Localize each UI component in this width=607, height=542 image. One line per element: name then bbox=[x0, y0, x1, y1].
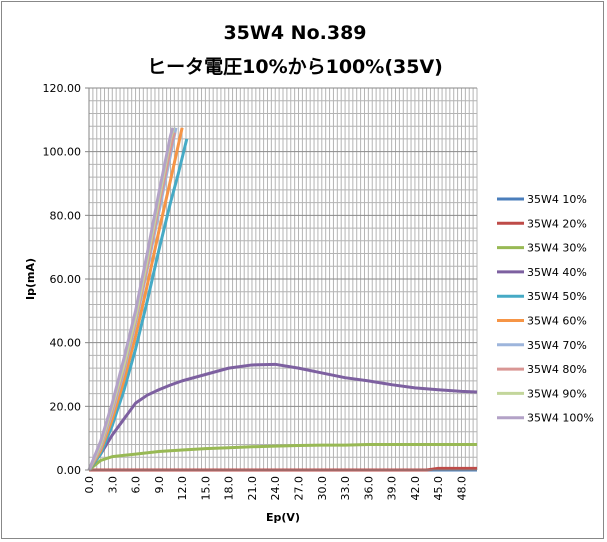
legend-entry: 35W4 20% bbox=[527, 217, 587, 230]
legend-entry: 35W4 40% bbox=[527, 266, 587, 279]
x-tick-label: 33.0 bbox=[339, 476, 352, 501]
x-tick-label: 12.0 bbox=[176, 476, 189, 501]
x-tick-label: 30.0 bbox=[316, 476, 329, 501]
x-tick-label: 9.0 bbox=[153, 476, 166, 494]
x-tick-label: 18.0 bbox=[223, 476, 236, 501]
x-tick-label: 3.0 bbox=[106, 476, 119, 494]
legend-entry: 35W4 10% bbox=[527, 193, 587, 206]
chart-subtitle: ヒータ電圧10%から100%(35V) bbox=[147, 56, 443, 78]
y-tick-label: 0.00 bbox=[57, 464, 82, 477]
y-tick-label: 60.00 bbox=[50, 273, 82, 286]
legend-entry: 35W4 90% bbox=[527, 387, 587, 400]
x-tick-label: 45.0 bbox=[432, 476, 445, 501]
x-tick-label: 42.0 bbox=[409, 476, 422, 501]
y-tick-label: 80.00 bbox=[50, 209, 82, 222]
x-tick-label: 27.0 bbox=[293, 476, 306, 501]
series-line-35w430 bbox=[88, 443, 477, 472]
x-tick-label: 0.0 bbox=[83, 476, 96, 494]
y-tick-label: 100.00 bbox=[43, 146, 82, 159]
x-tick-label: 15.0 bbox=[199, 476, 212, 501]
x-axis-label: Ep(V) bbox=[266, 511, 300, 524]
series-line-35w440 bbox=[87, 362, 478, 471]
y-tick-label: 20.00 bbox=[50, 400, 82, 413]
legend-entry: 35W4 50% bbox=[527, 290, 587, 303]
legend-entry: 35W4 80% bbox=[527, 363, 587, 376]
legend-entry: 35W4 30% bbox=[527, 242, 587, 255]
y-axis-label: Ip(mA) bbox=[24, 258, 37, 300]
x-tick-label: 39.0 bbox=[386, 476, 399, 501]
legend-entry: 35W4 60% bbox=[527, 315, 587, 328]
y-tick-label: 120.00 bbox=[43, 82, 82, 95]
x-tick-label: 48.0 bbox=[455, 476, 468, 501]
x-tick-label: 6.0 bbox=[130, 476, 143, 494]
x-tick-label: 21.0 bbox=[246, 476, 259, 501]
legend-entry: 35W4 70% bbox=[527, 339, 587, 352]
x-tick-label: 24.0 bbox=[269, 476, 282, 501]
y-tick-label: 40.00 bbox=[50, 337, 82, 350]
chart-title: 35W4 No.389 bbox=[223, 22, 367, 44]
series-line-35w4100 bbox=[87, 127, 175, 471]
series-line-35w450 bbox=[87, 138, 189, 471]
legend-entry: 35W4 100% bbox=[527, 412, 594, 425]
x-tick-label: 36.0 bbox=[362, 476, 375, 501]
